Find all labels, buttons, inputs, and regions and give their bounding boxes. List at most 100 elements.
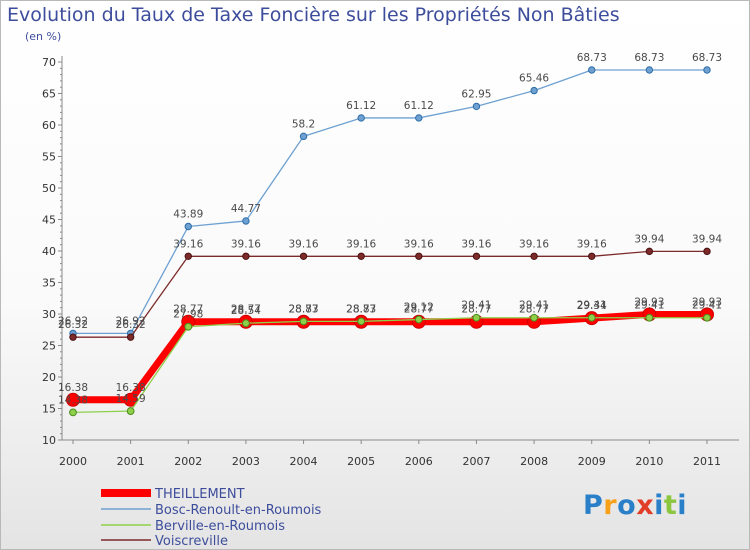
y-tick-label: 50 — [42, 182, 56, 195]
data-point — [123, 392, 138, 407]
logo-letter: x — [636, 490, 655, 521]
data-point — [587, 313, 596, 322]
data-label: 28.54 — [231, 305, 261, 317]
data-label: 28.77 — [173, 304, 203, 316]
series-line-1 — [73, 69, 707, 335]
data-point — [530, 252, 538, 260]
x-tick-label: 2004 — [290, 455, 318, 468]
data-point — [126, 333, 135, 341]
data-label: 29.34 — [577, 300, 607, 312]
data-point — [126, 407, 135, 415]
series-line-3 — [73, 250, 707, 338]
data-label: 16.38 — [116, 382, 146, 394]
data-label: 29.41 — [692, 300, 722, 312]
data-label: 39.16 — [289, 238, 319, 250]
data-point — [242, 252, 250, 260]
data-label: 26.32 — [58, 319, 88, 331]
data-label: 39.94 — [692, 233, 722, 245]
data-point — [703, 66, 711, 74]
y-axis-unit-label: (en %) — [25, 30, 62, 43]
data-point — [415, 252, 423, 260]
data-label: 61.12 — [404, 100, 434, 112]
data-label: 28.77 — [346, 304, 376, 316]
x-tick-label: 2001 — [117, 455, 145, 468]
data-label: 14.59 — [116, 393, 146, 405]
y-tick-label: 25 — [42, 340, 56, 353]
y-tick-label: 70 — [42, 56, 56, 69]
data-label: 39.94 — [634, 233, 664, 245]
data-label: 28.77 — [289, 304, 319, 316]
data-label: 44.77 — [231, 203, 261, 215]
data-point — [588, 252, 596, 260]
data-point — [242, 217, 250, 225]
data-label: 29.41 — [577, 300, 607, 312]
data-label: 61.12 — [346, 100, 376, 112]
data-label: 39.16 — [577, 238, 607, 250]
data-label: 68.73 — [692, 52, 722, 64]
x-tick-label: 2005 — [347, 455, 375, 468]
y-tick-label: 10 — [42, 434, 56, 447]
data-point — [645, 247, 654, 256]
data-label: 26.92 — [58, 315, 88, 327]
data-point — [530, 86, 538, 95]
data-point — [184, 252, 192, 260]
x-tick-label: 2011 — [693, 455, 721, 468]
x-tick-label: 2007 — [462, 455, 490, 468]
x-tick-label: 2002 — [174, 455, 202, 468]
data-point — [299, 252, 308, 260]
legend-label: Bosc-Renoult-en-Roumois — [155, 503, 322, 518]
y-tick-label: 20 — [42, 371, 56, 384]
data-label: 68.73 — [634, 52, 664, 64]
data-point — [645, 66, 654, 74]
proxiti-logo: Proxiti — [583, 490, 687, 521]
x-tick-label: 2008 — [520, 455, 548, 468]
y-tick-label: 55 — [42, 151, 56, 164]
legend-label: Voiscreville — [155, 534, 228, 549]
x-tick-label: 2006 — [405, 455, 433, 468]
data-label: 29.93 — [692, 296, 722, 308]
y-tick-label: 30 — [42, 308, 56, 321]
data-point — [703, 313, 711, 322]
data-label: 68.73 — [577, 52, 607, 64]
data-label: 39.16 — [404, 238, 434, 250]
y-tick-label: 15 — [42, 403, 56, 416]
series-line-2 — [72, 317, 707, 414]
chart-title: Evolution du Taux de Taxe Foncière sur l… — [7, 4, 620, 26]
x-tick-label: 2009 — [578, 455, 606, 468]
data-label: 28.77 — [519, 304, 549, 316]
y-tick-label: 60 — [42, 119, 56, 132]
x-tick-label: 2000 — [59, 455, 87, 468]
y-tick-label: 45 — [42, 214, 56, 227]
data-label: 39.16 — [173, 238, 203, 250]
data-label: 29.93 — [634, 296, 664, 308]
data-label: 28.77 — [404, 304, 434, 316]
data-point — [645, 313, 654, 322]
data-point — [69, 408, 77, 417]
data-label: 39.16 — [519, 238, 549, 250]
legend-label: Berville-en-Roumois — [155, 519, 285, 534]
data-point — [472, 252, 481, 260]
data-point — [414, 315, 423, 324]
data-label: 39.16 — [231, 238, 261, 250]
data-point — [299, 317, 308, 326]
data-label: 29.41 — [461, 300, 491, 312]
data-point — [357, 114, 365, 122]
data-label: 28.77 — [231, 304, 261, 316]
data-point — [472, 102, 481, 111]
data-point — [184, 322, 193, 331]
logo-letter: o — [617, 490, 637, 521]
data-label: 16.38 — [58, 382, 88, 394]
data-label: 29.41 — [519, 300, 549, 312]
data-label: 39.16 — [346, 238, 376, 250]
x-tick-label: 2003 — [232, 455, 260, 468]
data-label: 58.2 — [292, 118, 315, 130]
data-label: 28.83 — [289, 303, 319, 315]
data-label: 27.98 — [173, 309, 203, 321]
data-label: 26.92 — [116, 315, 146, 327]
data-point — [472, 313, 481, 322]
data-label: 29.41 — [634, 300, 664, 312]
data-point — [357, 317, 366, 326]
data-point — [703, 247, 711, 256]
